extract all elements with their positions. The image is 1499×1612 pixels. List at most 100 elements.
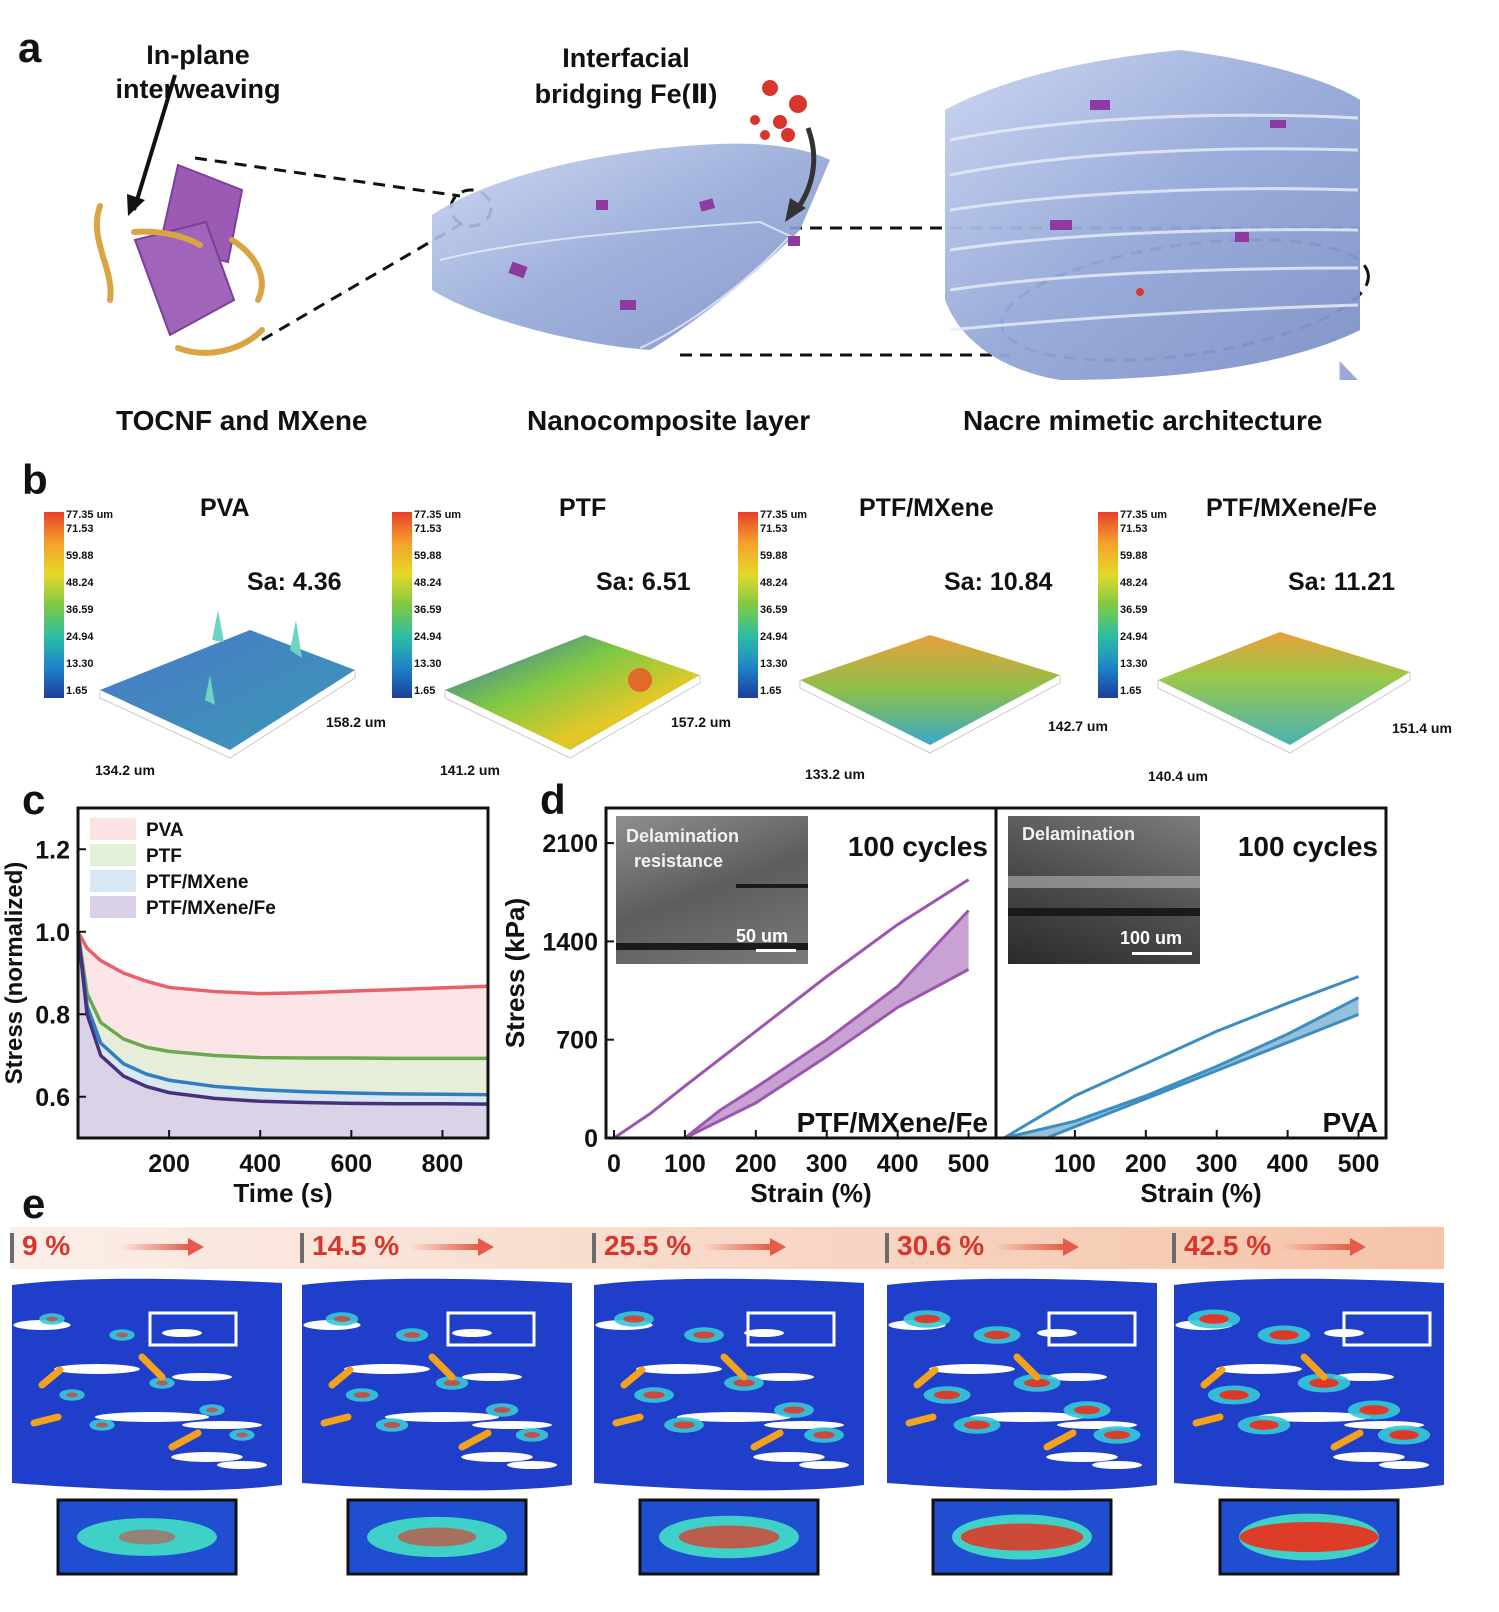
- fem-hotspot: [934, 1390, 960, 1400]
- x-axis-label-right: Strain (%): [1140, 1178, 1261, 1208]
- x-tick-label: 400: [1267, 1150, 1309, 1178]
- fem-hotspot: [1269, 1330, 1299, 1340]
- x-tick-label: 400: [239, 1150, 281, 1178]
- strain-arrowhead-icon: [770, 1238, 786, 1256]
- sem-inset-right: Delamination 100 um: [1008, 816, 1200, 964]
- colorbar-3: [1098, 512, 1118, 698]
- fem-model-5: [1174, 1278, 1444, 1576]
- x-tick-label: 300: [1196, 1150, 1238, 1178]
- strain-divider: [10, 1233, 14, 1263]
- fem-gap: [1047, 1373, 1107, 1381]
- fem-hotspot: [673, 1421, 695, 1429]
- fem-arrow-icon: [428, 1353, 456, 1381]
- line-ptf-mxene: [76, 931, 489, 1097]
- fem-gap: [461, 1452, 533, 1462]
- strain-arrowhead-icon: [1063, 1238, 1079, 1256]
- fem-hotspot: [206, 1407, 218, 1413]
- chart-c: 200 400 600 800 0.6 0.8 1.0 1.2 Time (s) Stress (…: [1, 806, 490, 1208]
- fem-hotspot: [693, 1331, 715, 1339]
- fem-gap: [162, 1329, 202, 1337]
- panel-label-b: b: [22, 456, 48, 503]
- strain-arrow-icon: [995, 1244, 1065, 1250]
- fem-zoom-hot: [960, 1523, 1084, 1551]
- panel-a-schematic: [93, 50, 1370, 380]
- x-tick-label: 200: [1125, 1150, 1167, 1178]
- y-tick-label: 0: [584, 1125, 598, 1153]
- fem-arrow-icon: [1043, 1429, 1077, 1451]
- fem-model-1: [12, 1278, 282, 1576]
- fem-hotspot: [914, 1314, 940, 1324]
- fem-hotspot: [964, 1420, 990, 1430]
- strain-label: 25.5 %: [604, 1230, 692, 1261]
- mxene-sheets: [133, 163, 244, 337]
- map-xdim-ptf: 141.2 um: [440, 762, 500, 778]
- bridging-label: Interfacial bridging Fe(Ⅱ): [534, 43, 718, 109]
- fem-gap: [384, 1412, 500, 1422]
- fem-hotspot: [1249, 1420, 1279, 1430]
- fem-gap: [1037, 1329, 1077, 1337]
- badge-2d: 2D: [473, 406, 509, 437]
- fem-hotspot: [623, 1315, 645, 1323]
- y-axis-label: Stress (normalized): [1, 862, 28, 1085]
- map-sa-ptf: Sa: 6.51: [596, 568, 691, 596]
- fem-hotspot: [1219, 1390, 1249, 1400]
- strain-divider: [885, 1233, 889, 1263]
- strain-arrowhead-icon: [1350, 1238, 1366, 1256]
- sem-left-scalebar: 50 um: [736, 926, 789, 946]
- colorbar-ticks-3: 77.35 um 71.53 59.88 48.24 36.59 24.94 1…: [1120, 509, 1168, 697]
- fem-gap: [182, 1421, 262, 1429]
- map-sa-ptf-mxene-fe: Sa: 11.21: [1288, 568, 1396, 596]
- x-tick-label: 600: [330, 1150, 372, 1178]
- legend-swatch: [90, 870, 136, 892]
- y-tick-label: 700: [556, 1027, 598, 1055]
- fem-gap: [969, 1412, 1085, 1422]
- map-title-ptf-mxene: PTF/MXene: [859, 494, 994, 522]
- fem-gap: [171, 1452, 243, 1462]
- map-title-pva: PVA: [200, 494, 250, 522]
- fem-gap: [636, 1364, 722, 1374]
- fem-hotspot: [236, 1432, 248, 1438]
- fem-gap: [217, 1461, 267, 1469]
- badge-1d: 1D: [66, 406, 102, 437]
- fem-model-4: [887, 1278, 1157, 1576]
- surface-ptf: [444, 635, 701, 759]
- legend-swatch: [90, 844, 136, 866]
- fem-gap: [172, 1373, 232, 1381]
- curve-loading-first-left: [613, 878, 970, 1140]
- strain-label: 14.5 %: [312, 1230, 400, 1261]
- colorbar-2: [738, 512, 758, 698]
- strain-label: 42.5 %: [1184, 1230, 1272, 1261]
- x-axis-label: Time (s): [233, 1178, 332, 1208]
- y-tick-label: 1.2: [35, 836, 70, 864]
- fem-zoom-hot: [118, 1529, 176, 1545]
- fem-hotspot: [1104, 1430, 1130, 1440]
- interweave-label: In-plane interweaving: [115, 40, 281, 104]
- fem-zoom-strain: [77, 1518, 217, 1556]
- fem-arrow-icon: [1192, 1413, 1224, 1427]
- fem-arrow-icon: [612, 1413, 644, 1427]
- fem-simulations: [12, 1278, 1444, 1576]
- fem-arrow-icon: [1300, 1353, 1328, 1381]
- map-ydim-pva: 158.2 um: [326, 714, 386, 730]
- legend-label: PTF: [146, 846, 182, 867]
- fem-hotspot: [353, 1391, 371, 1399]
- map-ydim-ptf: 157.2 um: [671, 714, 731, 730]
- legend-label: PTF/MXene/Fe: [146, 898, 276, 919]
- fem-hotspot: [643, 1391, 665, 1399]
- fem-gap: [94, 1412, 210, 1422]
- fem-highlight-box: [1342, 1311, 1432, 1347]
- fem-gap: [472, 1421, 552, 1429]
- panel-label-e: e: [22, 1180, 46, 1227]
- curve-loading-first-right: [1003, 975, 1360, 1140]
- fem-highlight-box: [148, 1311, 238, 1347]
- strain-label: 30.6 %: [897, 1230, 985, 1261]
- fem-hotspot: [813, 1431, 835, 1439]
- chart-d: 0 100 200 300 400 500 Strain (%) 100 cycles PTF/…: [500, 806, 1388, 1208]
- fem-gap: [344, 1364, 430, 1374]
- surface-ptf-mxene-fe: [1157, 632, 1411, 754]
- fem-hotspot: [46, 1316, 58, 1322]
- fem-model-3: [594, 1278, 864, 1576]
- strain-arrowhead-icon: [478, 1238, 494, 1256]
- fem-hotspot: [1389, 1430, 1419, 1440]
- x-tick-label: 100: [664, 1150, 706, 1178]
